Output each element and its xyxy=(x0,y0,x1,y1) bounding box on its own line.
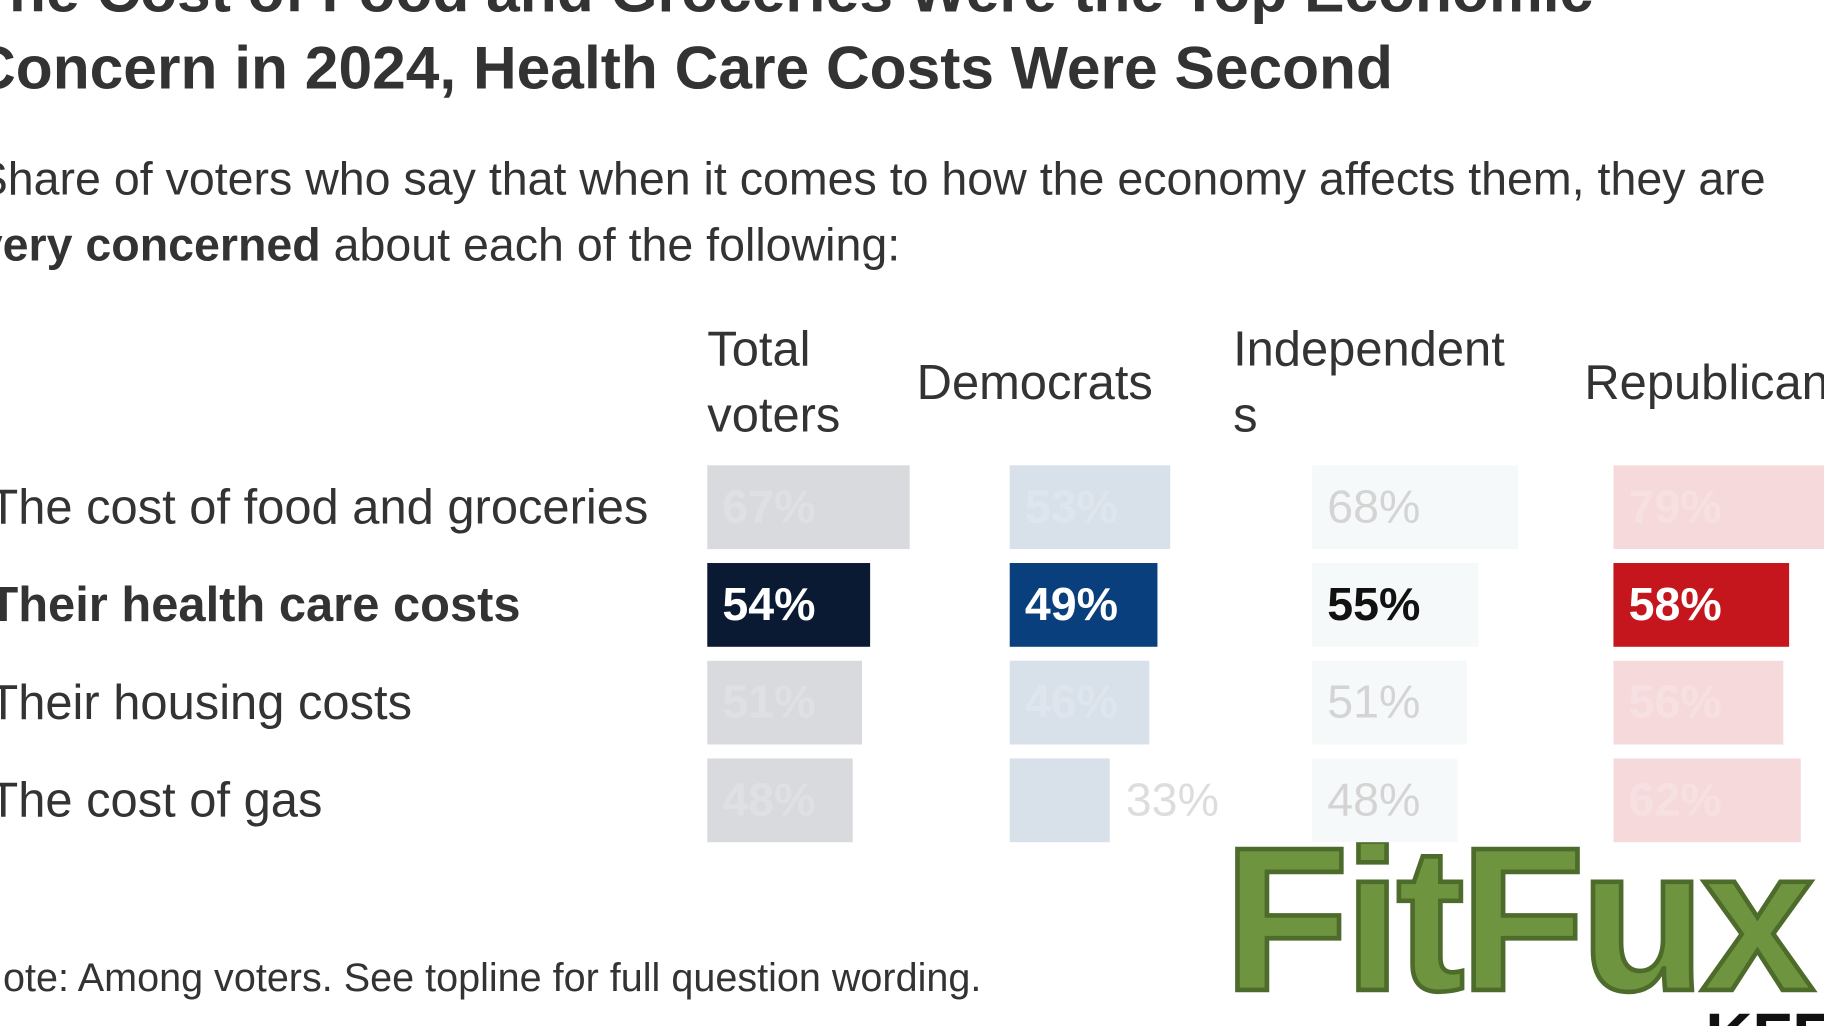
value-label: 48% xyxy=(722,774,816,826)
row-label: Their health care costs xyxy=(0,576,521,632)
bar xyxy=(707,465,910,550)
bar xyxy=(1312,758,1458,843)
value-label: 54% xyxy=(722,579,816,631)
bar xyxy=(1009,758,1110,843)
row-label: The cost of gas xyxy=(0,772,323,828)
column-header: Total voters xyxy=(707,321,841,443)
bar xyxy=(707,563,871,647)
chart-subtitle: Share of voters who say that when it com… xyxy=(0,147,1815,280)
column-header: Independents xyxy=(1233,321,1505,443)
value-label: 46% xyxy=(1024,677,1118,729)
bar xyxy=(1613,660,1783,745)
value-label: 53% xyxy=(1024,481,1118,533)
value-label: 51% xyxy=(722,677,816,729)
bar xyxy=(707,660,862,745)
note: Note: Among voters. See topline for full… xyxy=(0,956,982,1001)
bar xyxy=(1613,465,1824,550)
bar xyxy=(1009,465,1171,550)
bar xyxy=(1312,563,1479,647)
row-label: Their housing costs xyxy=(0,674,413,730)
bar xyxy=(1312,660,1467,745)
bar xyxy=(707,758,853,843)
value-label: 68% xyxy=(1327,481,1421,533)
bar xyxy=(1613,563,1789,647)
subtitle-text: about each of the following: xyxy=(320,219,901,272)
bar xyxy=(1312,465,1518,550)
subtitle-text: Share of voters who say that when it com… xyxy=(0,153,1766,205)
value-label: 51% xyxy=(1327,677,1421,729)
bar xyxy=(1009,563,1158,647)
value-label: 58% xyxy=(1628,579,1722,631)
value-label: 55% xyxy=(1327,579,1421,631)
bar xyxy=(1613,758,1801,843)
subtitle-emphasis: very concerned xyxy=(0,219,321,272)
value-label: 67% xyxy=(722,481,816,533)
column-header: Democrats xyxy=(916,354,1153,409)
bar xyxy=(1009,660,1149,745)
logo: KFF xyxy=(1705,998,1824,1026)
value-label: 49% xyxy=(1024,579,1118,631)
value-label: 56% xyxy=(1628,677,1722,729)
value-label: 79% xyxy=(1628,481,1722,533)
row-label: The cost of food and groceries xyxy=(0,479,649,534)
chart-title: The Cost of Food and Groceries Were the … xyxy=(0,0,1593,103)
value-label: 33% xyxy=(1125,774,1219,826)
column-header: Republicans xyxy=(1584,354,1824,409)
value-label: 48% xyxy=(1327,774,1421,826)
value-label: 62% xyxy=(1628,774,1722,826)
